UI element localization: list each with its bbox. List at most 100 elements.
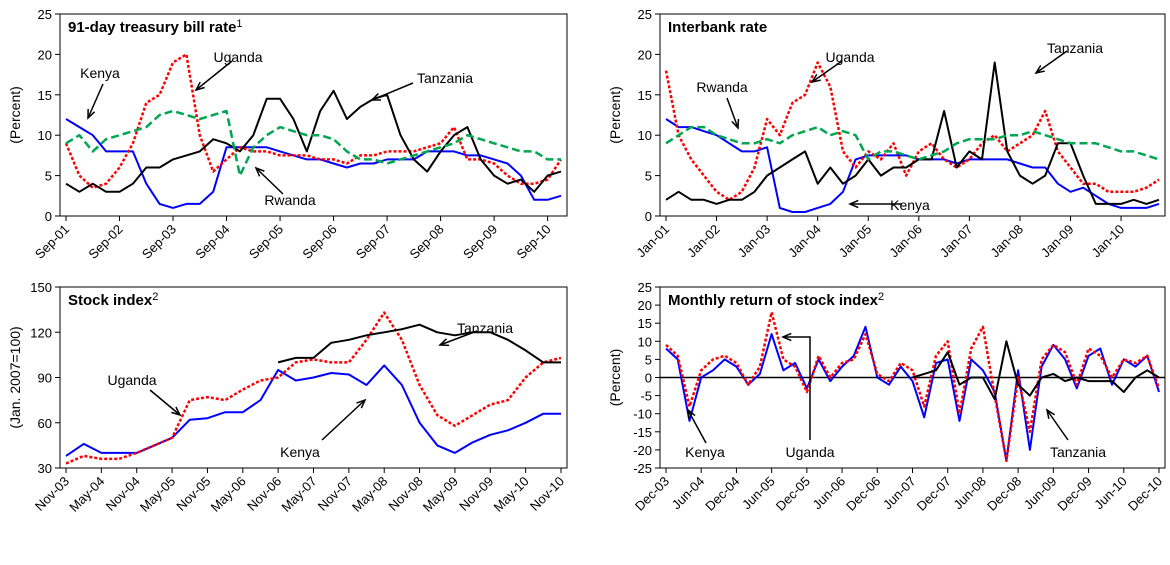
x-tick-label: Dec-07 [914,474,954,514]
series-line [665,61,1160,205]
title-text: Monthly return of stock index [668,292,879,309]
panel: 306090120150Nov-03May-04Nov-04May-05Nov-… [7,280,568,515]
y-tick-label: 120 [30,325,52,340]
x-tick-label: Nov-09 [456,474,496,514]
x-tick-label: Jan-04 [785,222,824,261]
y-tick-label: 15 [638,88,652,103]
title-text: Stock index [68,292,153,309]
x-tick-label: May-06 [208,474,249,515]
series-label: Kenya [280,444,320,460]
y-axis-label: (Percent) [607,349,623,407]
x-tick-label: Dec-10 [1125,474,1165,514]
y-tick-label: 90 [38,371,52,386]
x-tick-label: Jan-02 [684,222,723,261]
annotation-arrow [1035,50,1068,74]
x-tick-label: Jan-01 [633,222,672,261]
series-line [65,89,562,193]
annotation-arrowhead [1034,64,1045,75]
y-tick-label: -20 [633,443,652,458]
annotation-arrowhead [687,408,696,420]
x-tick-label: Nov-08 [385,474,425,514]
title-superscript: 1 [236,18,242,30]
x-tick-label: Dec-05 [773,474,813,514]
annotation-arrow [195,60,233,91]
annotation-arrowhead [171,406,182,417]
x-tick-label: Jun-07 [880,474,919,513]
y-tick-label: 25 [638,280,652,295]
series-label: Kenya [890,197,930,213]
series-label: Uganda [107,372,156,388]
annotation-arrow [149,389,181,416]
x-tick-label: Jun-10 [1091,474,1130,513]
x-tick-label: Jan-03 [735,222,774,261]
x-tick-label: Sep-10 [513,222,553,262]
y-tick-label: 5 [45,169,52,184]
x-tick-label: Jan-07 [937,222,976,261]
y-tick-label: 25 [638,7,652,22]
chart-title: Stock index2 [68,291,158,309]
series-label: Tanzania [1047,40,1103,56]
series-label: Kenya [685,444,725,460]
series-line [65,311,562,465]
annotation-arrowhead [438,338,450,347]
series-label: Uganda [825,49,874,65]
annotation-arrowhead [1045,408,1056,419]
chart-title: Monthly return of stock index2 [668,291,884,309]
series-label: Tanzania [457,320,513,336]
y-tick-label: 25 [38,7,52,22]
series-label: Kenya [80,65,120,81]
x-tick-label: Sep-02 [85,222,125,262]
x-tick-label: Jan-05 [836,222,875,261]
annotation-arrowhead [356,398,367,409]
series-line [65,109,561,177]
y-axis-label: (Percent) [7,86,23,144]
x-tick-label: May-10 [490,474,531,515]
annotation-arrowhead [848,199,859,209]
series-label: Rwanda [264,192,316,208]
x-tick-label: Sep-06 [299,222,339,262]
annotation-arrow [811,60,843,83]
series-line [664,61,1160,202]
x-tick-label: Dec-04 [702,474,742,514]
series-line [64,53,563,189]
x-tick-label: Sep-01 [32,222,72,262]
y-tick-label: 60 [38,416,52,431]
x-tick-label: Sep-04 [192,222,232,262]
annotation-arrow [255,167,284,195]
x-tick-label: Sep-07 [353,222,393,262]
y-tick-label: 15 [638,316,652,331]
x-tick-label: Jan-06 [886,222,925,261]
annotation-arrowhead [810,73,821,84]
x-tick-label: Jun-04 [669,474,708,513]
y-tick-label: 0 [645,371,652,386]
x-tick-label: May-04 [66,474,107,515]
y-tick-label: 150 [30,280,52,295]
plot-frame [659,13,1166,217]
x-tick-label: May-07 [278,474,319,515]
annotation-arrow [1046,409,1069,441]
y-tick-label: 5 [645,169,652,184]
x-tick-label: Jun-05 [739,474,778,513]
annotation-arrow [783,336,811,440]
x-tick-label: Jan-09 [1038,222,1077,261]
x-tick-label: Dec-08 [984,474,1024,514]
x-tick-label: Jun-06 [809,474,848,513]
x-tick-label: Jan-08 [987,222,1026,261]
panel: 0 5 10 15 20 25 Sep-01 Sep-02 Sep-03 Sep-04 Sep-05… [7,7,568,262]
x-tick-label: May-05 [137,474,178,515]
x-tick-label: Nov-06 [244,474,284,514]
annotation-arrow [321,399,366,441]
chart-title: Interbank rate [668,19,767,36]
x-tick-label: Jun-08 [950,474,989,513]
y-tick-label: 20 [638,298,652,313]
y-axis-label: (Percent) [607,86,623,144]
plot-frame [59,13,568,217]
series-line [665,311,1161,463]
panel: -25-20-15-10-50510152025Dec-03Jun-04Dec-… [607,280,1166,514]
x-tick-label: Nov-03 [32,474,72,514]
annotation-arrowhead [731,118,740,130]
x-tick-label: Sep-08 [406,222,446,262]
series-label: Tanzania [1050,444,1106,460]
x-tick-label: Jun-09 [1021,474,1060,513]
